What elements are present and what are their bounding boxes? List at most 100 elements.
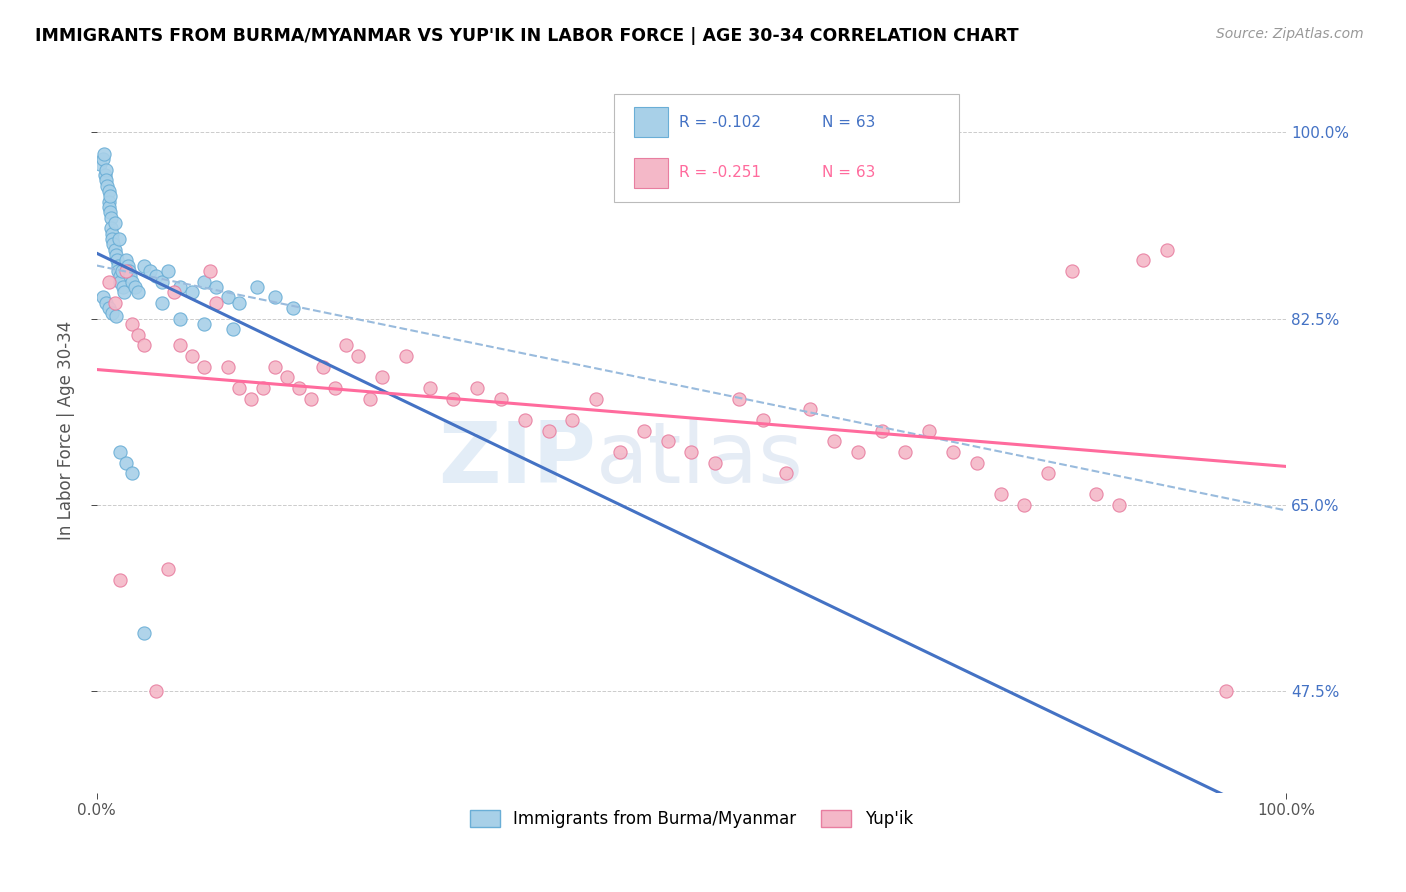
Point — [91, 152, 114, 166]
Point — [246, 280, 269, 294]
Point — [465, 381, 488, 395]
Point — [169, 338, 191, 352]
Point — [98, 189, 121, 203]
Point — [609, 445, 631, 459]
Point — [100, 211, 122, 225]
FancyBboxPatch shape — [634, 107, 668, 137]
Point — [371, 370, 394, 384]
Point — [193, 317, 215, 331]
Point — [561, 413, 583, 427]
Text: atlas: atlas — [596, 418, 804, 501]
Point — [1084, 487, 1107, 501]
Point — [104, 309, 127, 323]
Point — [96, 173, 118, 187]
Point — [127, 327, 149, 342]
Point — [115, 253, 138, 268]
Point — [1215, 684, 1237, 698]
Point — [134, 626, 156, 640]
Point — [217, 290, 239, 304]
Point — [1060, 264, 1083, 278]
Point — [204, 295, 226, 310]
Point — [299, 392, 322, 406]
Point — [107, 264, 129, 278]
Point — [96, 162, 118, 177]
Point — [1014, 498, 1036, 512]
Point — [1036, 466, 1059, 480]
Point — [846, 445, 869, 459]
Point — [169, 280, 191, 294]
Point — [124, 280, 146, 294]
Legend: Immigrants from Burma/Myanmar, Yup'ik: Immigrants from Burma/Myanmar, Yup'ik — [463, 804, 920, 835]
Point — [103, 216, 125, 230]
Point — [990, 487, 1012, 501]
FancyBboxPatch shape — [614, 94, 959, 202]
Point — [217, 359, 239, 374]
Point — [180, 349, 202, 363]
Point — [180, 285, 202, 300]
Point — [1108, 498, 1130, 512]
Point — [145, 269, 167, 284]
Point — [127, 285, 149, 300]
Point — [103, 295, 125, 310]
Text: N = 63: N = 63 — [823, 114, 876, 129]
Point — [134, 338, 156, 352]
Point — [110, 275, 132, 289]
Point — [103, 243, 125, 257]
Point — [228, 381, 250, 395]
Point — [228, 295, 250, 310]
Point — [281, 301, 304, 315]
Point — [204, 280, 226, 294]
Point — [97, 200, 120, 214]
Point — [585, 392, 607, 406]
Point — [198, 264, 221, 278]
Point — [264, 290, 287, 304]
Point — [118, 264, 141, 278]
Point — [117, 259, 139, 273]
Point — [115, 456, 138, 470]
Y-axis label: In Labor Force | Age 30-34: In Labor Force | Age 30-34 — [58, 321, 75, 541]
Point — [103, 237, 125, 252]
Point — [681, 445, 703, 459]
Point — [276, 370, 298, 384]
Point — [105, 253, 128, 268]
Point — [134, 259, 156, 273]
Text: IMMIGRANTS FROM BURMA/MYANMAR VS YUP'IK IN LABOR FORCE | AGE 30-34 CORRELATION C: IMMIGRANTS FROM BURMA/MYANMAR VS YUP'IK … — [35, 27, 1019, 45]
Point — [823, 434, 845, 449]
Point — [751, 413, 773, 427]
Point — [657, 434, 679, 449]
Point — [1132, 253, 1154, 268]
Text: N = 63: N = 63 — [823, 165, 876, 180]
Point — [97, 301, 120, 315]
Point — [894, 445, 917, 459]
Point — [359, 392, 381, 406]
Point — [704, 456, 727, 470]
Point — [870, 424, 893, 438]
Point — [121, 275, 143, 289]
Point — [97, 194, 120, 209]
Point — [145, 684, 167, 698]
Point — [110, 445, 132, 459]
FancyBboxPatch shape — [634, 158, 668, 188]
Point — [728, 392, 751, 406]
Point — [489, 392, 512, 406]
Point — [537, 424, 560, 438]
Point — [112, 285, 135, 300]
Point — [799, 402, 821, 417]
Point — [395, 349, 418, 363]
Point — [335, 338, 357, 352]
Point — [111, 264, 134, 278]
Point — [157, 562, 180, 576]
Point — [288, 381, 311, 395]
Text: R = -0.102: R = -0.102 — [679, 114, 762, 129]
Point — [1156, 243, 1178, 257]
Text: Source: ZipAtlas.com: Source: ZipAtlas.com — [1216, 27, 1364, 41]
Point — [121, 317, 143, 331]
Point — [193, 275, 215, 289]
Point — [222, 322, 245, 336]
Point — [97, 275, 120, 289]
Point — [150, 295, 173, 310]
Point — [111, 280, 134, 294]
Point — [121, 466, 143, 480]
Point — [323, 381, 346, 395]
Point — [89, 157, 111, 171]
